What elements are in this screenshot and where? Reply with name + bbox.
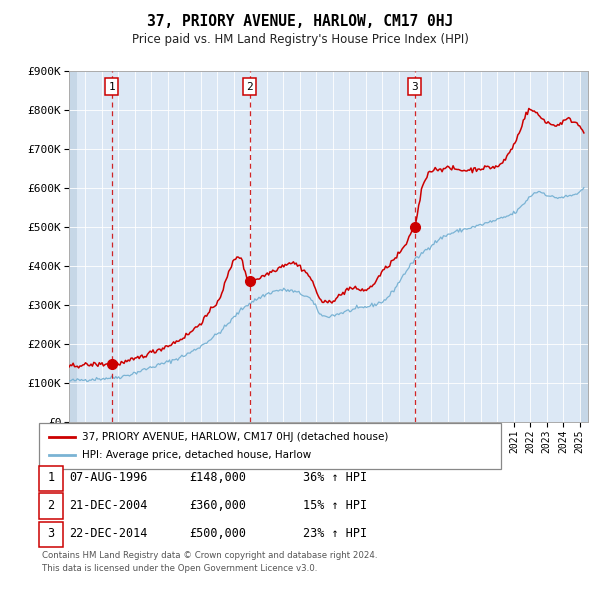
Text: Price paid vs. HM Land Registry's House Price Index (HPI): Price paid vs. HM Land Registry's House … bbox=[131, 33, 469, 46]
Text: £360,000: £360,000 bbox=[189, 499, 246, 512]
Text: This data is licensed under the Open Government Licence v3.0.: This data is licensed under the Open Gov… bbox=[42, 564, 317, 573]
Text: Contains HM Land Registry data © Crown copyright and database right 2024.: Contains HM Land Registry data © Crown c… bbox=[42, 551, 377, 560]
Text: 1: 1 bbox=[109, 81, 115, 91]
Text: 15% ↑ HPI: 15% ↑ HPI bbox=[303, 499, 367, 512]
Bar bbox=[69, 71, 77, 422]
Bar bbox=[580, 71, 588, 422]
Text: 23% ↑ HPI: 23% ↑ HPI bbox=[303, 527, 367, 540]
Text: 2: 2 bbox=[47, 499, 55, 512]
Text: 3: 3 bbox=[411, 81, 418, 91]
Text: £148,000: £148,000 bbox=[189, 471, 246, 484]
Text: 36% ↑ HPI: 36% ↑ HPI bbox=[303, 471, 367, 484]
Text: 1: 1 bbox=[47, 471, 55, 484]
Text: 37, PRIORY AVENUE, HARLOW, CM17 0HJ (detached house): 37, PRIORY AVENUE, HARLOW, CM17 0HJ (det… bbox=[82, 432, 389, 442]
Text: 07-AUG-1996: 07-AUG-1996 bbox=[69, 471, 148, 484]
Text: 3: 3 bbox=[47, 527, 55, 540]
Text: 21-DEC-2004: 21-DEC-2004 bbox=[69, 499, 148, 512]
Text: £500,000: £500,000 bbox=[189, 527, 246, 540]
Text: 2: 2 bbox=[247, 81, 253, 91]
Text: 22-DEC-2014: 22-DEC-2014 bbox=[69, 527, 148, 540]
Text: HPI: Average price, detached house, Harlow: HPI: Average price, detached house, Harl… bbox=[82, 450, 311, 460]
Text: 37, PRIORY AVENUE, HARLOW, CM17 0HJ: 37, PRIORY AVENUE, HARLOW, CM17 0HJ bbox=[147, 14, 453, 30]
